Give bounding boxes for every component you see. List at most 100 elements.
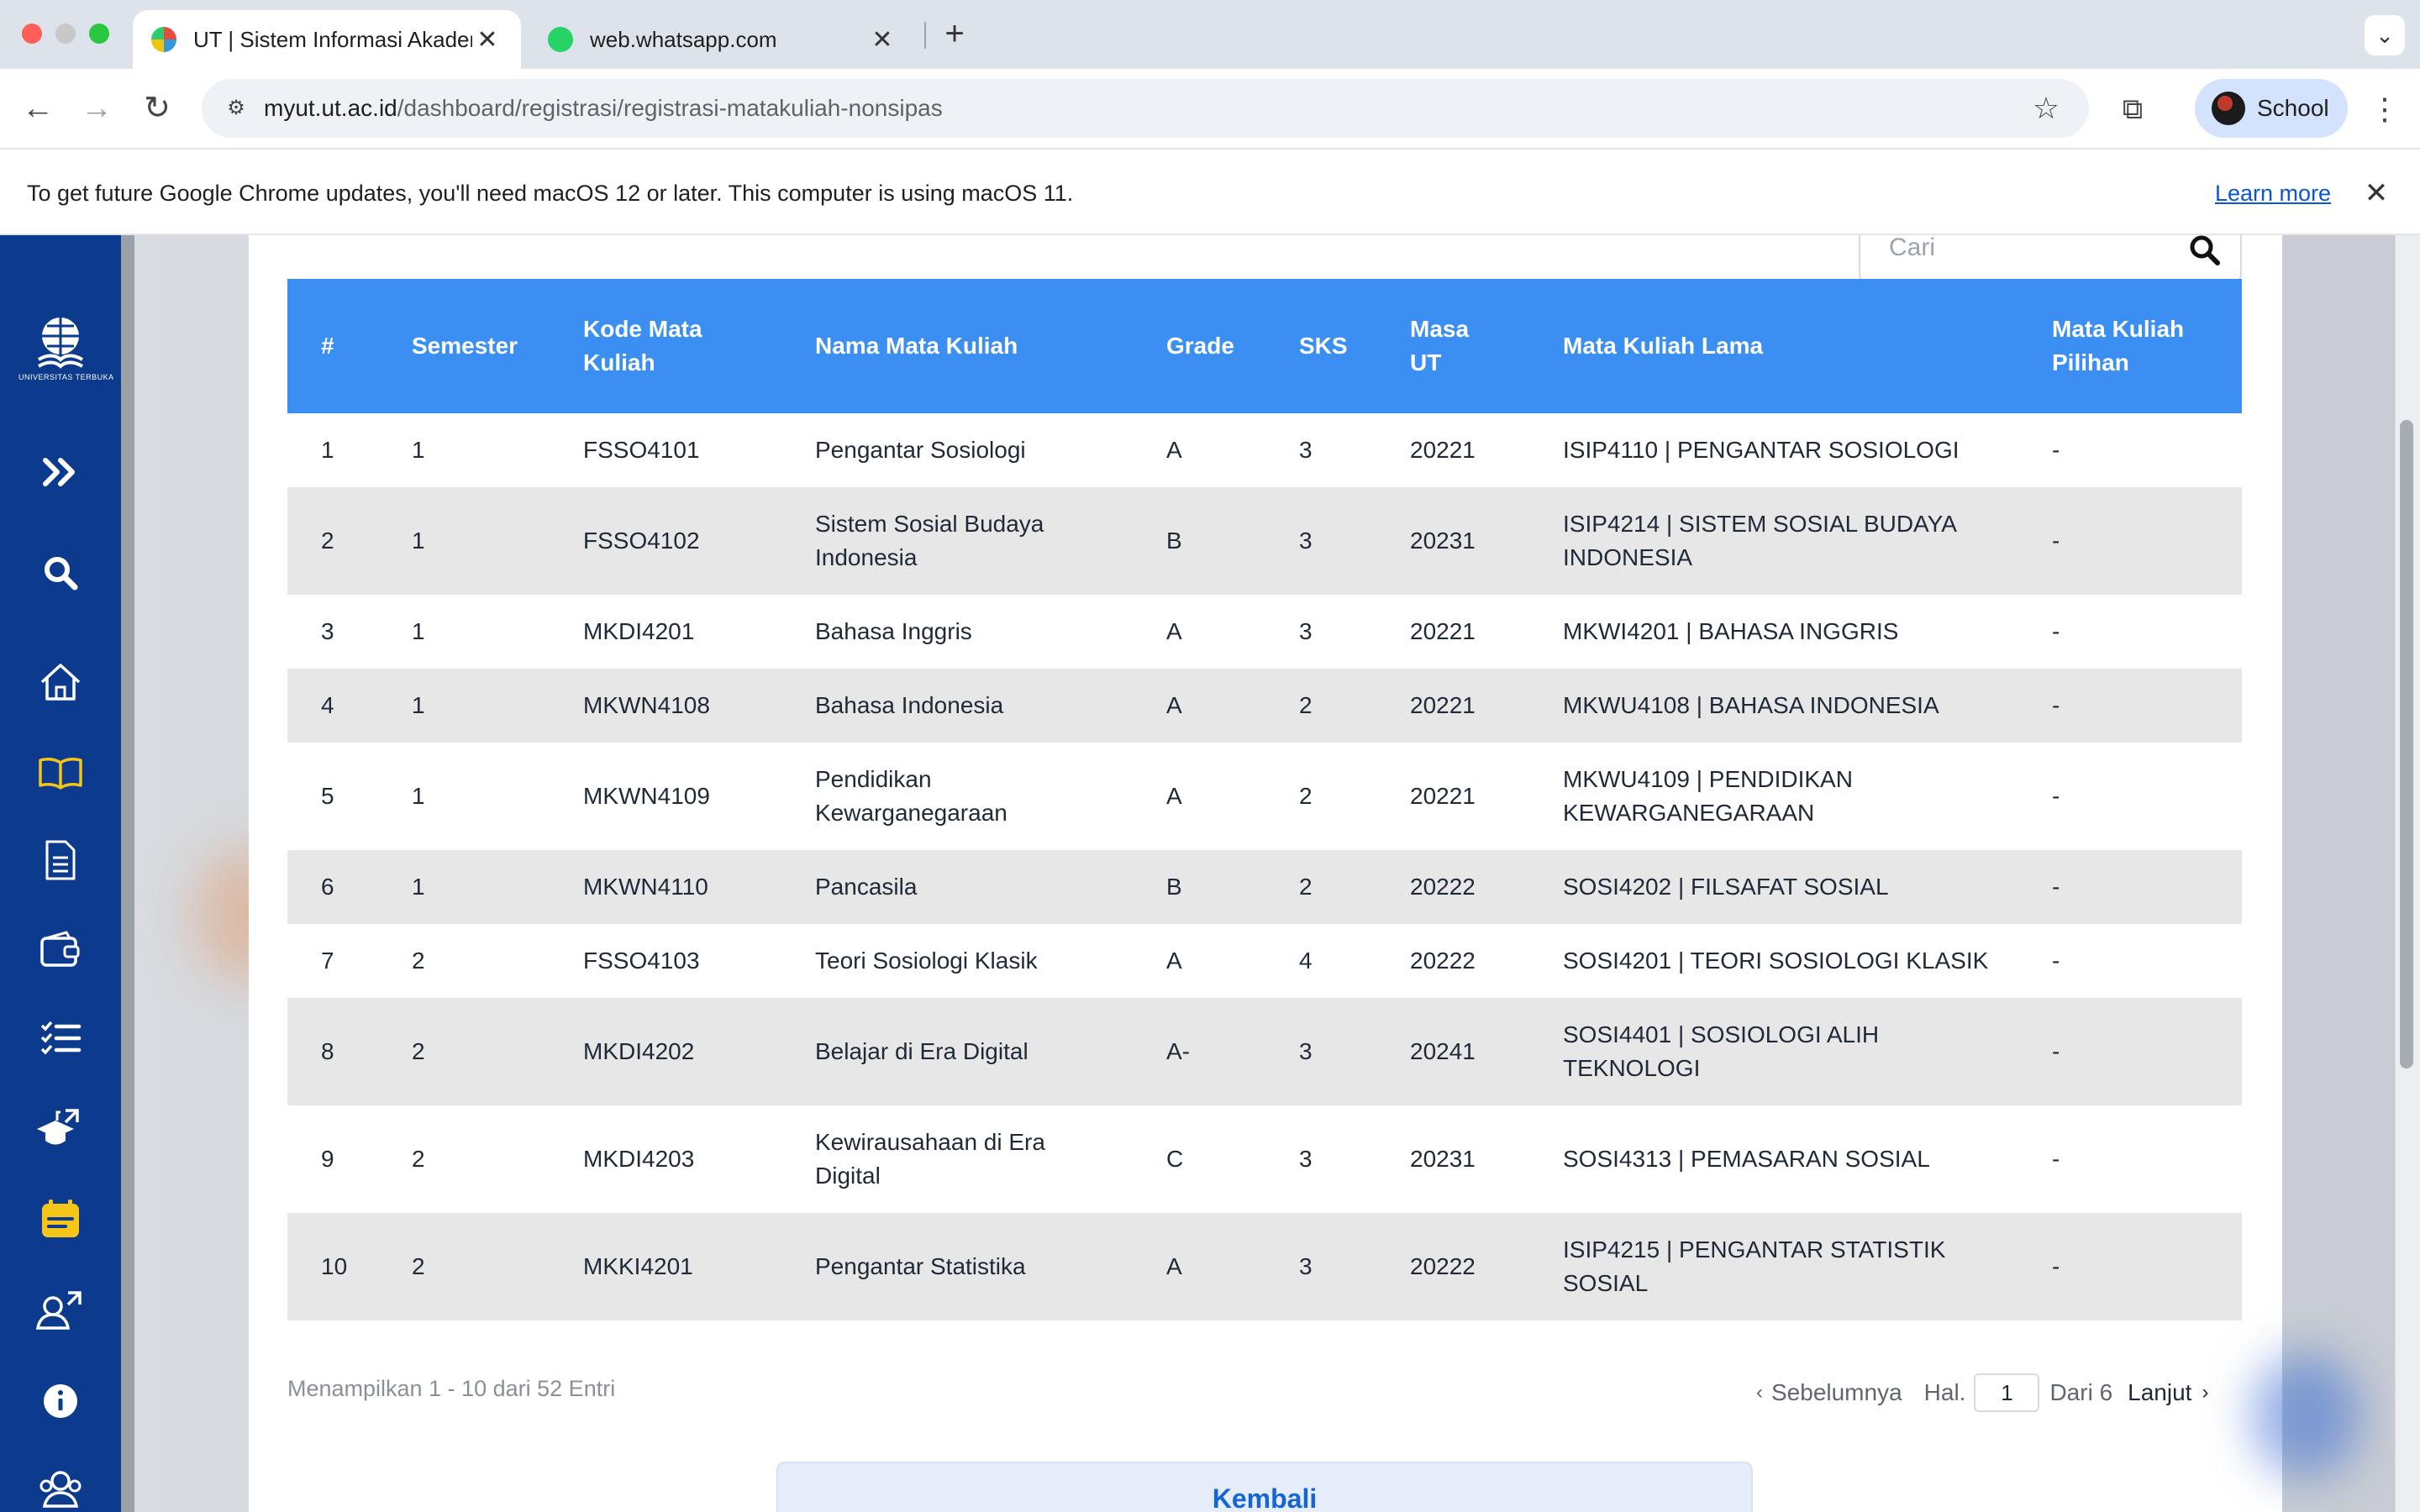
bookmark-star-icon[interactable]: ☆ (2032, 91, 2060, 125)
cell-masa: 20222 (1410, 850, 1563, 924)
col-header-pilihan[interactable]: Mata Kuliah Pilihan (2052, 316, 2185, 375)
users-external-icon[interactable] (34, 1284, 87, 1337)
cell-semester: 1 (412, 850, 583, 924)
cell-grade-text: B (1166, 528, 1182, 554)
cell-grade: C (1166, 1105, 1299, 1213)
cell-semester: 1 (412, 743, 583, 850)
ut-logo[interactable]: UNIVERSITAS TERBUKA (18, 316, 113, 391)
browser-menu-icon[interactable]: ⋮ (2370, 92, 2400, 126)
cell-semester-text: 2 (412, 1146, 425, 1172)
cell-lama-text: SOSI4202 | FILSAFAT SOSIAL (1563, 874, 1889, 900)
back-button[interactable]: Kembali (776, 1462, 1753, 1512)
cell-grade-text: A (1166, 437, 1182, 463)
cell-kode-text: MKDI4202 (583, 1038, 695, 1064)
info-icon[interactable] (34, 1374, 87, 1428)
next-page-button[interactable]: Lanjut › (2128, 1379, 2208, 1406)
tab-ut-akademik[interactable]: UT | Sistem Informasi Akadem ✕ (133, 10, 521, 69)
cell-semester: 1 (412, 413, 583, 487)
cell-sks-text: 3 (1299, 1146, 1313, 1172)
site-info-icon[interactable]: ⚙ (227, 97, 245, 119)
cell-sks: 3 (1299, 1105, 1410, 1213)
cell-pilihan-text: - (2052, 1253, 2060, 1279)
table-row: 6 1 MKWN4110 Pancasila B 2 20222 SOSI4202 | FIL… (287, 850, 2242, 924)
cell-pilihan: - (2052, 1213, 2242, 1320)
cell-no: 10 (287, 1213, 412, 1320)
cell-lama: ISIP4214 | SISTEM SOSIAL BUDAYA INDONESI… (1563, 487, 2052, 595)
extensions-puzzle-icon[interactable]: ⧉ (2122, 93, 2144, 125)
col-header-no[interactable]: # (321, 333, 334, 359)
table-row: 4 1 MKWN4108 Bahasa Indonesia A 2 20221 MKWU410… (287, 669, 2242, 743)
cell-sks-text: 2 (1299, 783, 1313, 809)
back-button[interactable]: ← (22, 91, 54, 126)
cell-nama-text: Pengantar Sosiologi (815, 437, 1026, 463)
cell-lama: SOSI4202 | FILSAFAT SOSIAL (1563, 850, 2052, 924)
learn-more-link[interactable]: Learn more (2215, 181, 2332, 206)
search-icon[interactable] (34, 546, 87, 600)
tab-search-button[interactable]: ⌄ (2365, 15, 2405, 55)
col-header-grade[interactable]: Grade (1166, 333, 1234, 359)
window-minimize-button[interactable] (55, 24, 76, 44)
home-icon[interactable] (34, 655, 87, 709)
cell-no-text: 3 (321, 618, 334, 644)
new-tab-button[interactable]: + (944, 15, 965, 52)
address-bar[interactable]: ⚙ myut.ut.ac.id/dashboard/registrasi/reg… (202, 79, 2089, 138)
window-close-button[interactable] (22, 24, 42, 44)
page-total: Dari 6 (2049, 1379, 2113, 1405)
infobar-close-icon[interactable]: ✕ (2364, 177, 2389, 209)
cell-pilihan-text: - (2052, 528, 2060, 554)
prev-page-button[interactable]: ‹ Sebelumnya (1756, 1379, 1902, 1406)
cell-pilihan: - (2052, 743, 2242, 850)
search-icon[interactable] (2188, 235, 2222, 267)
cell-kode: MKWN4109 (583, 743, 815, 850)
cell-no-text: 9 (321, 1146, 334, 1172)
tab-close-icon[interactable]: ✕ (871, 25, 893, 54)
cell-grade: A (1166, 743, 1299, 850)
avatar (2212, 92, 2245, 125)
cell-lama-text: MKWU4108 | BAHASA INDONESIA (1563, 692, 1939, 718)
window-zoom-button[interactable] (89, 24, 109, 44)
cell-masa-text: 20221 (1410, 618, 1476, 644)
col-header-masa[interactable]: Masa UT (1410, 316, 1470, 375)
cell-grade: B (1166, 850, 1299, 924)
course-table: # Semester Kode Mata Kuliah Nama Mata Ku… (287, 279, 2242, 1320)
browser-tab-strip: UT | Sistem Informasi Akadem ✕ web.whats… (0, 0, 2420, 69)
cell-nama: Bahasa Inggris (815, 595, 1166, 669)
cell-semester-text: 1 (412, 783, 425, 809)
col-header-sks[interactable]: SKS (1299, 333, 1348, 359)
cell-sks: 3 (1299, 1213, 1410, 1320)
page-label: Hal. (1923, 1379, 1966, 1405)
wallet-icon[interactable] (34, 922, 87, 976)
profile-button[interactable]: School (2195, 79, 2348, 138)
reload-button[interactable]: ↻ (144, 91, 171, 126)
book-icon[interactable] (34, 746, 87, 800)
col-header-nama[interactable]: Nama Mata Kuliah (815, 333, 1018, 359)
double-chevron-right-icon[interactable] (34, 445, 87, 499)
col-header-lama[interactable]: Mata Kuliah Lama (1563, 333, 1764, 359)
checklist-icon[interactable] (34, 1011, 87, 1065)
cell-pilihan: - (2052, 595, 2242, 669)
page-number-input[interactable] (1974, 1373, 2040, 1412)
col-header-kode[interactable]: Kode Mata Kuliah (583, 316, 702, 375)
tab-close-icon[interactable]: ✕ (476, 25, 498, 54)
cell-nama-text: Bahasa Indonesia (815, 692, 1004, 718)
col-header-semester[interactable]: Semester (412, 333, 518, 359)
search-input[interactable]: Cari (1859, 235, 2242, 284)
graduation-cap-external-icon[interactable] (34, 1100, 87, 1154)
cell-kode-text: MKWN4109 (583, 783, 710, 809)
cell-lama: SOSI4313 | PEMASARAN SOSIAL (1563, 1105, 2052, 1213)
cell-pilihan: - (2052, 487, 2242, 595)
user-group-icon[interactable] (34, 1462, 87, 1512)
tab-whatsapp[interactable]: web.whatsapp.com ✕ (529, 10, 916, 69)
cell-masa-text: 20222 (1410, 1253, 1476, 1279)
document-icon[interactable] (34, 833, 87, 887)
calendar-icon[interactable] (34, 1193, 87, 1247)
cell-masa: 20241 (1410, 998, 1563, 1105)
cell-lama-text: SOSI4313 | PEMASARAN SOSIAL (1563, 1146, 1930, 1172)
cell-no: 2 (287, 487, 412, 595)
table-row: 9 2 MKDI4203 Kewirausahaan di Era Digital C 3… (287, 1105, 2242, 1213)
cell-kode-text: FSSO4101 (583, 437, 700, 463)
forward-button[interactable]: → (81, 91, 113, 126)
cell-semester-text: 1 (412, 437, 425, 463)
url-text[interactable]: myut.ut.ac.id/dashboard/registrasi/regis… (264, 95, 943, 121)
page-scrollbar-thumb[interactable] (2400, 420, 2413, 1068)
